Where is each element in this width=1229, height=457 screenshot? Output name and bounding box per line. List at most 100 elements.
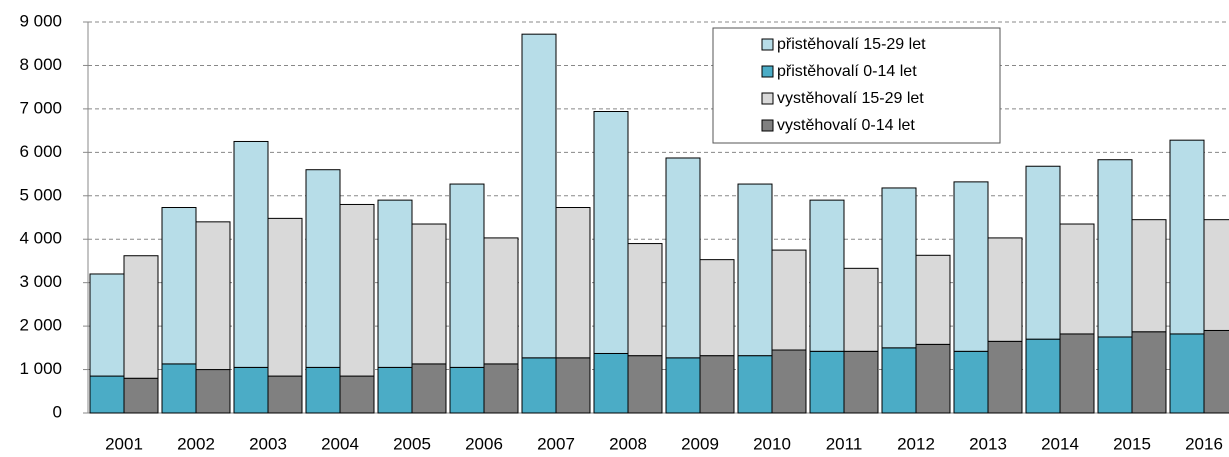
y-tick-label: 4 000 [19,229,62,248]
bar-segment [1059,223,1095,335]
bar-segment [915,254,951,345]
bar-segment [233,366,269,414]
bar-segment [843,267,879,352]
legend-swatch [761,119,774,132]
x-tick-label: 2011 [826,434,863,453]
bar-segment [267,217,303,377]
y-tick-label: 5 000 [19,185,62,204]
bar-segment [627,355,663,414]
bar-segment [1203,219,1229,331]
bar-segment [521,33,557,359]
bar-segment [483,237,519,365]
bar-segment [771,249,807,351]
x-tick-label: 2002 [177,434,215,453]
legend-label: vystěhovalí 15-29 let [777,90,924,107]
bar-segment [627,243,663,357]
y-tick-label: 3 000 [19,272,62,291]
bar-segment [843,350,879,414]
y-tick-label: 0 [53,402,62,421]
x-tick-label: 2004 [321,434,359,453]
bar-segment [195,221,231,371]
legend: přistěhovalí 15-29 let přistěhovalí 0-14 … [712,27,1001,144]
bar-segment [737,355,773,414]
bar-segment [123,255,159,379]
bar-segment [195,369,231,414]
bar-segment [881,347,917,414]
x-tick-label: 2014 [1041,434,1079,453]
x-tick-label: 2015 [1113,434,1151,453]
bar-segment [665,357,701,414]
y-tick-label: 9 000 [19,11,62,30]
bar-segment [1025,338,1061,414]
bar-segment [339,375,375,414]
bar-segment [1203,329,1229,414]
y-tick-label: 2 000 [19,316,62,335]
bar-segment [593,110,629,354]
y-tick-label: 8 000 [19,55,62,74]
x-tick-label: 2016 [1185,434,1223,453]
bar-segment [699,259,735,357]
bar-segment [1169,333,1205,414]
bar-segment [737,183,773,357]
bar-segment [881,187,917,349]
x-tick-label: 2003 [249,434,287,453]
y-tick-label: 1 000 [19,359,62,378]
bar-segment [267,375,303,414]
bar-segment [665,157,701,359]
x-tick-label: 2001 [105,434,143,453]
bar-segment [987,237,1023,342]
bar-segment [771,349,807,414]
bar-segment [1131,219,1167,333]
y-tick-label: 7 000 [19,98,62,117]
bar-segment [953,181,989,352]
bar-segment [305,169,341,368]
x-tick-label: 2010 [753,434,791,453]
bar-segment [593,352,629,414]
bar-segment [953,350,989,414]
legend-swatch [761,38,774,51]
bar-segment [89,273,125,377]
bar-segment [1169,139,1205,335]
bar-segment [915,343,951,414]
legend-label: přistěhovalí 15-29 let [777,36,926,53]
bar-segment [449,366,485,414]
bar-segment [1059,333,1095,414]
bar-segment [305,366,341,414]
bar-segment [699,355,735,414]
y-tick-label: 6 000 [19,142,62,161]
legend-label: vystěhovalí 0-14 let [777,117,915,134]
bar-segment [411,363,447,414]
x-tick-label: 2013 [969,434,1007,453]
bar-segment [377,199,413,368]
bar-segment [123,377,159,414]
legend-swatch [761,65,774,78]
bar-segment [411,223,447,365]
bar-segment [1131,331,1167,414]
bar-segment [233,140,269,368]
x-tick-label: 2005 [393,434,431,453]
bar-segment [161,207,197,365]
legend-label: přistěhovalí 0-14 let [777,63,917,80]
bar-segment [1025,165,1061,340]
legend-box [712,27,1001,144]
bar-segment [89,375,125,414]
bar-segment [1097,159,1133,338]
x-tick-label: 2006 [465,434,503,453]
bar-segment [555,357,591,414]
x-tick-label: 2007 [537,434,575,453]
bar-segment [377,366,413,414]
x-tick-label: 2009 [681,434,719,453]
legend-swatch [761,92,774,105]
bar-segment [555,207,591,359]
bar-segment [161,363,197,414]
x-tick-label: 2012 [897,434,935,453]
bar-segment [449,183,485,368]
x-tick-label: 2008 [609,434,647,453]
bar-segment [809,350,845,414]
bar-segment [987,340,1023,414]
bar-segment [521,357,557,414]
bar-segment [483,363,519,414]
bar-segment [339,203,375,377]
bar-segment [809,199,845,352]
